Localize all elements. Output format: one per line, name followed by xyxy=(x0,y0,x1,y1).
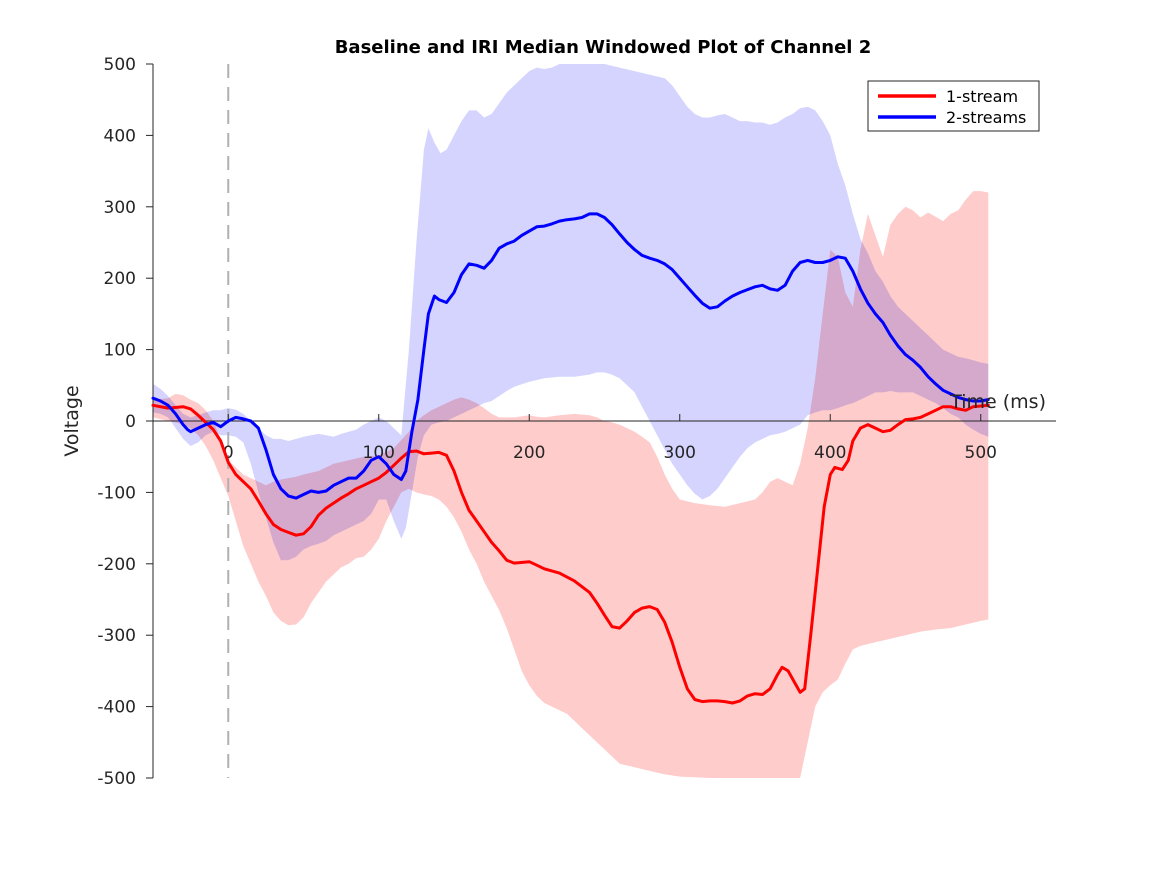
y-axis-label: Voltage xyxy=(61,385,83,456)
median-lines xyxy=(151,212,990,705)
confidence-bands xyxy=(153,64,989,779)
legend-label-1-stream: 1-stream xyxy=(946,87,1018,106)
y-tick-label: -100 xyxy=(97,483,136,503)
y-tick-label: 400 xyxy=(104,126,136,146)
axes: -500 -400 -300 -200 -100 0 100 200 300 400 500 0 100… xyxy=(97,55,1056,789)
y-tick-label: 500 xyxy=(104,55,136,75)
x-tick-label: 400 xyxy=(814,443,846,463)
band-1-stream xyxy=(153,191,989,779)
legend: 1-stream 2-streams xyxy=(867,80,1040,132)
x-tick-label: 100 xyxy=(363,443,395,463)
median-line-1-stream xyxy=(151,403,990,705)
y-tick-label: 100 xyxy=(104,341,136,361)
x-axis-label: Time (ms) xyxy=(949,391,1046,413)
legend-label-2-streams: 2-streams xyxy=(946,108,1026,127)
y-tick-label: -500 xyxy=(97,769,136,789)
median-line-2-streams xyxy=(151,212,990,500)
y-tick-label: -200 xyxy=(97,555,136,575)
legend-box xyxy=(867,80,1040,132)
chart-title: Baseline and IRI Median Windowed Plot of… xyxy=(335,37,872,58)
x-tick-label: 0 xyxy=(223,443,234,463)
x-tick-label: 500 xyxy=(965,443,997,463)
x-tick-label: 300 xyxy=(664,443,696,463)
y-tick-label: 300 xyxy=(104,198,136,218)
y-tick-label: -400 xyxy=(97,698,136,718)
y-tick-label: -300 xyxy=(97,626,136,646)
x-tick-label: 200 xyxy=(513,443,545,463)
band-2-streams xyxy=(153,64,989,561)
y-tick-label: 0 xyxy=(125,412,136,432)
y-tick-label: 200 xyxy=(104,269,136,289)
